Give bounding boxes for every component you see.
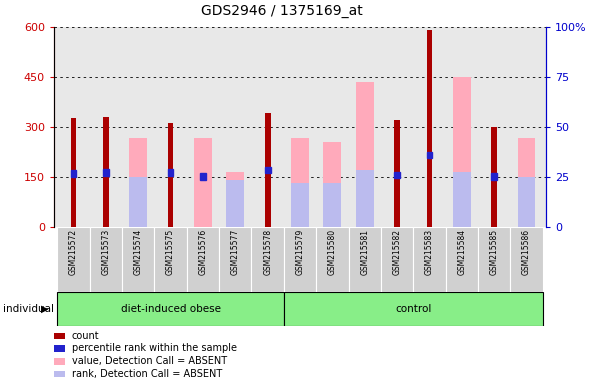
Text: value, Detection Call = ABSENT: value, Detection Call = ABSENT xyxy=(72,356,227,366)
Text: GSM215582: GSM215582 xyxy=(392,228,401,275)
Bar xyxy=(381,227,413,292)
Bar xyxy=(122,227,154,292)
Bar xyxy=(200,173,206,180)
Bar xyxy=(57,292,284,326)
Bar xyxy=(478,227,511,292)
Bar xyxy=(251,227,284,292)
Bar xyxy=(356,82,374,227)
Bar xyxy=(103,169,109,176)
Bar xyxy=(446,227,478,292)
Bar xyxy=(427,152,433,158)
Text: diet-induced obese: diet-induced obese xyxy=(121,304,221,314)
Bar xyxy=(57,227,89,292)
Bar xyxy=(394,120,400,227)
Bar xyxy=(491,173,497,180)
Text: GSM215584: GSM215584 xyxy=(457,228,466,275)
Bar xyxy=(349,227,381,292)
Text: GSM215577: GSM215577 xyxy=(231,228,240,275)
Bar xyxy=(89,227,122,292)
Text: GSM215586: GSM215586 xyxy=(522,228,531,275)
Bar xyxy=(316,227,349,292)
Text: GSM215578: GSM215578 xyxy=(263,228,272,275)
Bar xyxy=(129,138,147,227)
Bar xyxy=(518,138,535,227)
Bar xyxy=(453,172,471,227)
Bar xyxy=(103,118,109,227)
Bar xyxy=(323,183,341,227)
Bar xyxy=(219,227,251,292)
Bar xyxy=(284,227,316,292)
Text: GSM215572: GSM215572 xyxy=(69,228,78,275)
Bar xyxy=(284,292,543,326)
Bar xyxy=(356,170,374,227)
Bar xyxy=(427,30,433,227)
Bar xyxy=(291,138,309,227)
Bar xyxy=(265,167,271,173)
Bar xyxy=(154,227,187,292)
Bar xyxy=(291,183,309,227)
Text: GSM215575: GSM215575 xyxy=(166,228,175,275)
Text: count: count xyxy=(72,331,100,341)
Bar xyxy=(518,177,535,227)
Text: rank, Detection Call = ABSENT: rank, Detection Call = ABSENT xyxy=(72,369,222,379)
Text: GSM215579: GSM215579 xyxy=(296,228,305,275)
Bar xyxy=(265,113,271,227)
Text: GSM215581: GSM215581 xyxy=(360,228,369,275)
Bar xyxy=(194,138,212,227)
Bar xyxy=(453,77,471,227)
Bar xyxy=(491,127,497,227)
Bar xyxy=(226,180,244,227)
Bar xyxy=(226,172,244,227)
Text: control: control xyxy=(395,304,431,314)
Bar xyxy=(323,142,341,227)
Bar xyxy=(167,123,173,227)
Bar xyxy=(511,227,543,292)
Text: ▶: ▶ xyxy=(41,304,49,314)
Text: GSM215576: GSM215576 xyxy=(199,228,208,275)
Bar xyxy=(71,170,76,177)
Bar xyxy=(413,227,446,292)
Text: GSM215573: GSM215573 xyxy=(101,228,110,275)
Text: individual: individual xyxy=(3,304,54,314)
Text: GSM215585: GSM215585 xyxy=(490,228,499,275)
Text: GDS2946 / 1375169_at: GDS2946 / 1375169_at xyxy=(201,4,363,18)
Bar xyxy=(71,118,76,227)
Text: GSM215574: GSM215574 xyxy=(134,228,143,275)
Text: percentile rank within the sample: percentile rank within the sample xyxy=(72,343,237,353)
Bar xyxy=(167,169,173,176)
Text: GSM215580: GSM215580 xyxy=(328,228,337,275)
Bar xyxy=(394,172,400,178)
Bar xyxy=(129,177,147,227)
Bar xyxy=(187,227,219,292)
Text: GSM215583: GSM215583 xyxy=(425,228,434,275)
